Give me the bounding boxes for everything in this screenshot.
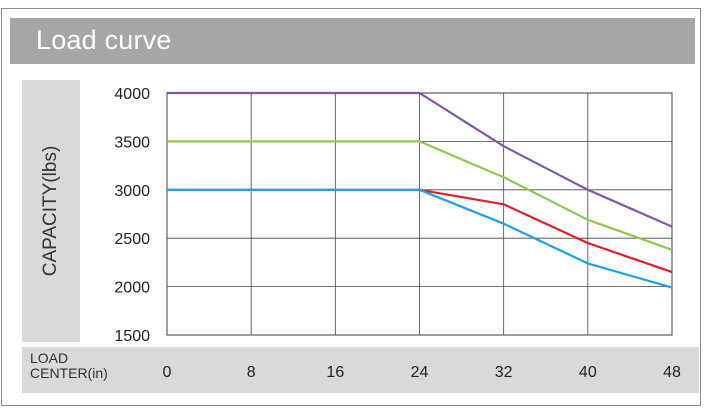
series-line-2 [167, 140, 673, 251]
y-tick-label: 2000 [114, 280, 150, 297]
x-tick-label: 16 [326, 364, 344, 381]
y-tick-label: 2500 [114, 231, 150, 248]
x-tick-label: 48 [663, 364, 681, 381]
series-line-1 [167, 91, 673, 228]
x-tick-label: 0 [163, 364, 172, 381]
y-tick-label: 1500 [114, 328, 150, 345]
x-axis-label: LOAD CENTER(in) [30, 350, 108, 381]
x-tick-label: 8 [247, 364, 256, 381]
chart-title: Load curve [36, 25, 172, 55]
x-tick-label: 24 [411, 364, 429, 381]
y-tick-label: 3500 [114, 134, 150, 151]
x-tick-label: 32 [495, 364, 513, 381]
x-tick-label: 40 [579, 364, 597, 381]
y-tick-label: 4000 [114, 86, 150, 103]
title-bar: Load curve [10, 18, 695, 64]
series-line-4 [167, 188, 673, 289]
y-axis-label-box: CAPACITY(lbs) [22, 80, 80, 342]
x-axis-label-box: LOAD CENTER(in) [22, 347, 699, 393]
y-tick-label: 3000 [114, 183, 150, 200]
